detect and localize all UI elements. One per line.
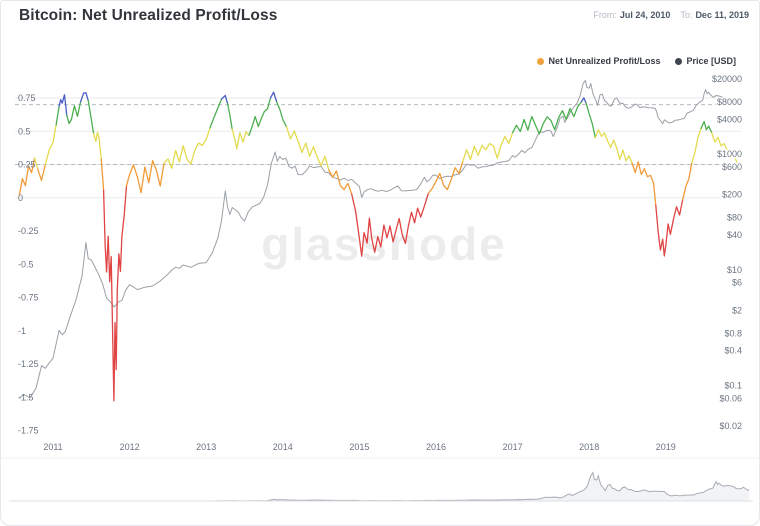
to-date-value[interactable]: Dec 11, 2019 bbox=[695, 10, 749, 20]
page-title: Bitcoin: Net Unrealized Profit/Loss bbox=[19, 7, 278, 24]
x-axis-tick: 2015 bbox=[349, 442, 369, 452]
nupl-series-segment bbox=[328, 169, 353, 195]
nupl-series-segment bbox=[100, 158, 105, 192]
nupl-series-segment bbox=[220, 94, 229, 105]
left-axis-tick: 0.25 bbox=[18, 160, 36, 170]
price-legend-dot-icon bbox=[675, 57, 683, 65]
left-axis-tick: 0.75 bbox=[18, 93, 36, 103]
nupl-series-segment bbox=[37, 164, 46, 182]
nupl-series-segment bbox=[269, 91, 278, 103]
nupl-series-segment bbox=[18, 157, 36, 196]
nupl-series-segment bbox=[351, 192, 429, 257]
left-axis-tick: -1.5 bbox=[18, 392, 34, 402]
x-axis-tick: 2014 bbox=[273, 442, 293, 452]
right-axis-tick: $1000 bbox=[717, 149, 742, 159]
x-axis-tick: 2016 bbox=[426, 442, 446, 452]
nupl-legend-dot-icon bbox=[537, 57, 545, 65]
nupl-series-segment bbox=[248, 97, 272, 136]
nupl-series-segment bbox=[276, 101, 288, 128]
navigator[interactable] bbox=[9, 471, 753, 502]
nupl-series-segment bbox=[427, 160, 464, 195]
nupl-series-segment bbox=[102, 185, 128, 402]
from-label: From: bbox=[593, 10, 617, 20]
right-axis-tick: $0.4 bbox=[724, 346, 742, 356]
nupl-series-segment bbox=[462, 131, 514, 163]
right-axis-tick: $8000 bbox=[717, 97, 742, 107]
right-axis-tick: $600 bbox=[722, 162, 742, 172]
x-axis-tick: 2018 bbox=[579, 442, 599, 452]
nupl-series-segment bbox=[711, 132, 739, 167]
x-axis-tick: 2011 bbox=[43, 442, 62, 452]
glassnode-watermark: glassnode bbox=[261, 218, 507, 270]
left-axis-tick: -1 bbox=[18, 326, 26, 336]
nupl-series-segment bbox=[209, 98, 223, 129]
to-label: To: bbox=[680, 10, 693, 20]
nupl-series-segment bbox=[655, 199, 684, 257]
right-axis-tick: $200 bbox=[722, 190, 742, 200]
x-axis-tick: 2019 bbox=[656, 442, 676, 452]
right-axis-tick: $2 bbox=[732, 305, 742, 315]
right-axis-tick: $0.02 bbox=[719, 421, 742, 431]
nupl-series-segment bbox=[511, 100, 583, 135]
date-range: From: Jul 24, 2010 To: Dec 11, 2019 bbox=[593, 10, 749, 20]
right-axis-tick: $6 bbox=[732, 278, 742, 288]
legend-item-nupl-label: Net Unrealized Profit/Loss bbox=[548, 56, 661, 66]
nupl-series-segment bbox=[66, 101, 82, 125]
right-axis-tick: $0.06 bbox=[719, 393, 742, 403]
nupl-series-segment bbox=[33, 157, 39, 170]
nupl-series-segment bbox=[58, 94, 68, 117]
legend-item-nupl[interactable]: Net Unrealized Profit/Loss bbox=[537, 56, 660, 66]
nupl-series-segment bbox=[682, 162, 693, 201]
price-series-line bbox=[18, 79, 738, 399]
left-axis-tick: 0 bbox=[18, 193, 23, 203]
nupl-series-segment bbox=[79, 92, 89, 103]
nupl-series-segment bbox=[691, 127, 702, 164]
right-axis-tick: $10 bbox=[727, 265, 742, 275]
nupl-series-segment bbox=[580, 97, 587, 104]
nupl-series-segment bbox=[163, 127, 211, 169]
left-axis-tick: 0.5 bbox=[18, 126, 31, 136]
x-axis-tick: 2017 bbox=[503, 442, 523, 452]
legend-item-price[interactable]: Price [USD] bbox=[675, 56, 736, 66]
nupl-series-segment bbox=[87, 99, 95, 135]
nupl-series-segment bbox=[594, 128, 633, 164]
left-axis-tick: -1.25 bbox=[18, 359, 39, 369]
nupl-series-segment bbox=[226, 103, 233, 131]
right-axis-tick: $20000 bbox=[712, 74, 742, 84]
left-axis-tick: -0.75 bbox=[18, 293, 39, 303]
nupl-series-segment bbox=[125, 159, 165, 194]
right-axis-tick: $40 bbox=[727, 230, 742, 240]
navigator-area-fill bbox=[13, 472, 749, 501]
nupl-series-segment bbox=[55, 105, 60, 126]
left-axis-tick: -1.75 bbox=[18, 426, 39, 436]
legend: Net Unrealized Profit/Loss Price [USD] bbox=[537, 56, 736, 66]
legend-item-price-label: Price [USD] bbox=[686, 56, 736, 66]
left-axis-tick: -0.25 bbox=[18, 226, 39, 236]
nupl-series-segment bbox=[92, 131, 102, 160]
x-axis-tick: 2013 bbox=[196, 442, 216, 452]
nupl-series-segment bbox=[631, 161, 657, 206]
right-axis-tick: $80 bbox=[727, 213, 742, 223]
right-axis-tick: $0.1 bbox=[724, 381, 742, 391]
nupl-series-segment bbox=[44, 124, 57, 166]
nupl-series-segment bbox=[700, 120, 713, 134]
from-date-value[interactable]: Jul 24, 2010 bbox=[619, 10, 671, 20]
nupl-series-segment bbox=[585, 102, 596, 139]
right-axis-tick: $0.8 bbox=[724, 328, 742, 338]
nupl-series-segment bbox=[231, 128, 250, 150]
nupl-series-segment bbox=[285, 126, 330, 171]
x-axis-tick: 2012 bbox=[120, 442, 140, 452]
left-axis-tick: -0.5 bbox=[18, 259, 34, 269]
right-axis-tick: $4000 bbox=[717, 114, 742, 124]
